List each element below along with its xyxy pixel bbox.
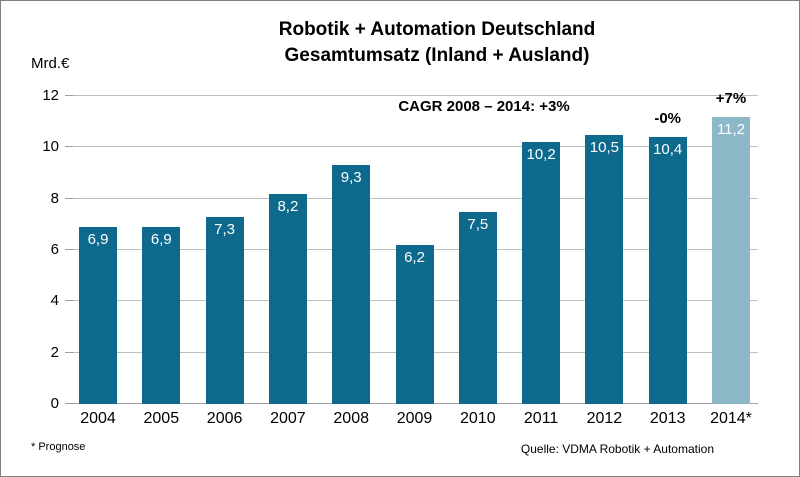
x-axis-label: 2007 [270,410,306,427]
bar-value-label: 11,2 [716,120,746,138]
bar-2008: 9,3 [332,165,371,404]
bar-2012: 10,5 [585,134,624,404]
growth-annotation: -0% [654,110,682,128]
y-axis-tick-label: 10 [42,138,59,156]
bar-value-label: 8,2 [277,197,299,215]
y-axis-tick-label: 2 [50,343,59,361]
y-axis-tick [65,249,73,250]
bar-value-label: 9,3 [340,169,362,187]
x-axis-label: 2008 [333,410,369,427]
bar-value-label: 10,2 [526,146,556,164]
y-axis-tick [65,351,73,353]
y-axis-tick-label: 6 [50,241,59,258]
x-axis-label: 2011 [523,410,559,427]
bar-2013: 10,4 [648,137,687,404]
gridline [73,95,758,96]
y-axis-tick [65,403,73,404]
bar-value-label: 7,3 [214,220,236,238]
bar-value-label: 10,5 [589,138,619,156]
gridline [73,197,758,199]
x-axis-label: 2009 [396,410,433,427]
bar-2004: 6,9 [79,226,117,404]
gridline [73,146,758,148]
y-axis-tick-label: 12 [42,87,59,104]
x-axis-label: 2013 [649,410,686,427]
cagr-annotation: CAGR 2008 – 2014: +3% [398,98,570,115]
y-axis-tick [65,197,73,199]
y-axis-tick-label: 0 [50,395,59,412]
y-axis-tick [65,146,73,148]
x-axis-label: 2006 [206,410,243,427]
bar-value-label: 6,9 [150,230,172,248]
y-axis-unit-label: Mrd.€ [31,55,70,72]
bar-2010: 7,5 [458,211,497,404]
bar-value-label: 7,5 [467,215,489,233]
y-axis-tick [65,95,73,96]
chart-title-line1: Robotik + Automation Deutschland [278,19,596,40]
y-axis-tick-label: 8 [50,189,59,207]
bar-2006: 7,3 [205,216,244,404]
forecast-footnote: * Prognose [31,441,86,453]
x-axis-label: 2004 [80,410,116,427]
bar-2014: 11,2 [712,116,750,404]
x-axis-label: 2014* [710,410,752,427]
bar-2007: 8,2 [268,193,307,404]
x-axis-label: 2010 [460,410,496,427]
y-axis-tick-label: 4 [50,292,59,310]
chart-title-line2: Gesamtumsatz (Inland + Ausland) [284,45,590,66]
growth-annotation: +7% [715,89,747,107]
source-credit: Quelle: VDMA Robotik + Automation [520,442,714,456]
bar-2011: 10,2 [522,142,561,404]
chart-title: Robotik + Automation Deutschland Gesamtu… [75,17,799,69]
bar-2009: 6,2 [395,244,434,404]
y-axis-tick [65,300,73,302]
bar-value-label: 10,4 [653,141,683,159]
x-axis-label: 2012 [586,410,623,427]
bar-2005: 6,9 [142,226,181,404]
bar-value-label: 6,2 [404,248,425,266]
bar-value-label: 6,9 [87,230,109,248]
x-axis-label: 2005 [143,410,180,427]
